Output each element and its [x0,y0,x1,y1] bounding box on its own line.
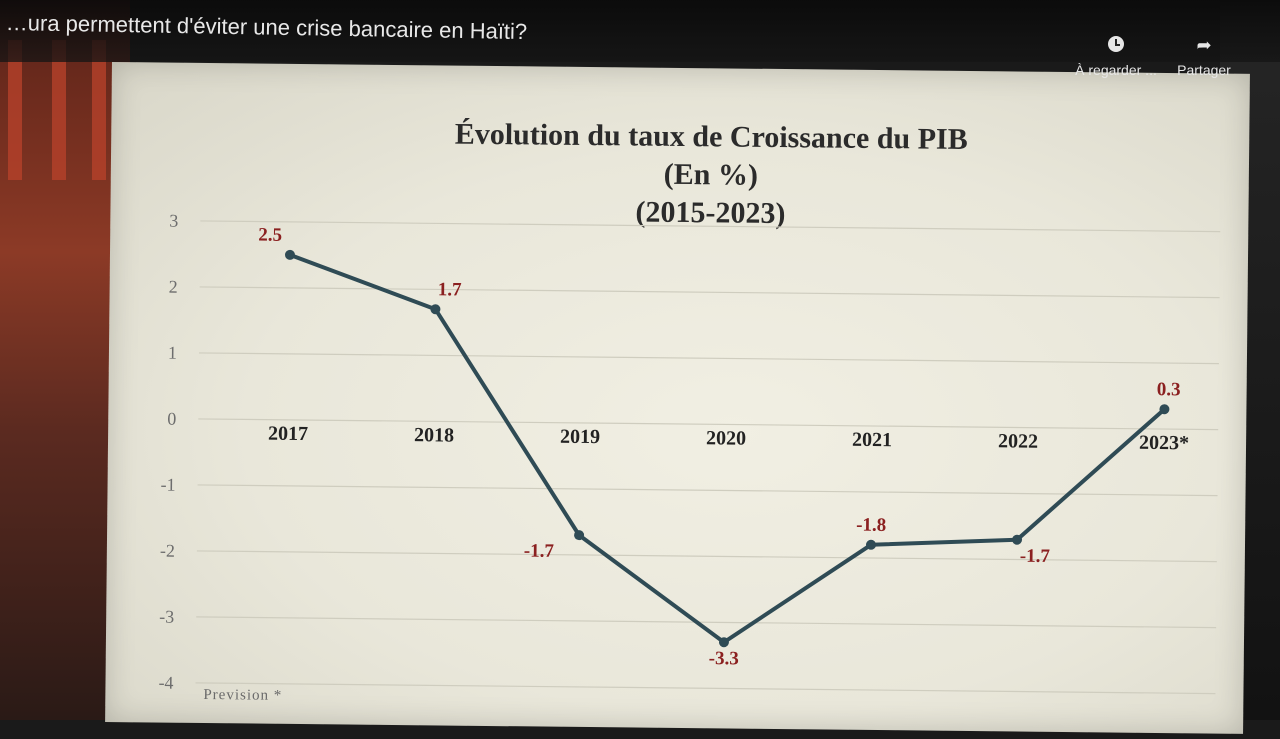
grid-line [199,286,1220,299]
y-tick-label: -4 [158,673,173,693]
share-icon: ➦ [1196,35,1212,55]
data-label: -1.7 [1020,546,1051,567]
video-top-bar: …ura permettent d'éviter une crise banca… [0,0,1280,78]
chart-title-line: (En %) [664,158,759,192]
x-tick-label: 2017 [268,423,308,445]
x-tick-label: 2021 [852,429,892,451]
data-label: -1.7 [524,541,555,562]
y-tick-label: -1 [160,475,175,495]
data-point [430,304,441,315]
data-labels: 2.5 1.7 -1.7 -3.3 -1.8 -1.7 0.3 [258,225,1181,670]
y-tick-label: 2 [169,277,178,297]
slide-screen: Évolution du taux de Croissance du PIB (E… [105,62,1250,734]
watch-later-label: À regarder ... [1075,62,1157,78]
share-label: Partager [1177,62,1231,78]
x-axis-ticks: 2017 2018 2019 2020 2021 2022 2023* [268,423,1189,455]
grid-line [198,418,1219,431]
x-tick-label: 2020 [706,427,746,449]
watch-later-button[interactable]: À regarder ... [1070,36,1162,78]
clock-icon [1108,36,1124,52]
x-tick-label: 2019 [560,426,600,448]
data-label: 2.5 [258,225,282,246]
data-point [574,530,585,541]
chart-title-line: (2015-2023) [635,195,785,230]
chart-grid [195,220,1221,695]
grid-line [196,616,1217,629]
x-tick-label: 2018 [414,424,454,446]
x-tick-label: 2022 [998,430,1038,452]
grid-line [196,550,1217,563]
y-tick-label: -2 [160,541,175,561]
grid-line [200,220,1221,233]
grid-line [197,484,1218,497]
x-tick-label: 2023* [1139,432,1189,455]
data-point [1012,534,1023,545]
growth-chart: Évolution du taux de Croissance du PIB(E… [158,118,1221,704]
y-axis-ticks: 3 2 1 0 -1 -2 -3 -4 [158,211,178,693]
data-point [865,539,876,550]
grid-line [198,352,1219,365]
data-label: 1.7 [438,279,462,300]
share-button[interactable]: ➦ Partager [1172,36,1236,78]
background-stripe [52,40,66,180]
data-point [284,249,295,260]
forecast-note: Prevision * [203,687,282,704]
data-label: 0.3 [1157,379,1181,400]
data-point [718,637,729,648]
data-label: -1.8 [856,515,886,536]
chart-title-line: Évolution du taux de Croissance du PIB [455,118,968,156]
grid-line [195,682,1216,695]
y-tick-label: 1 [168,343,177,363]
video-title[interactable]: …ura permettent d'éviter une crise banca… [5,10,528,45]
y-tick-label: 3 [169,211,178,231]
background-stripe [8,40,22,180]
line-series [284,249,1170,648]
chart-title: Évolution du taux de Croissance du PIB(E… [455,118,968,230]
data-point [1159,404,1170,415]
y-tick-label: -3 [159,607,174,627]
data-label: -3.3 [709,648,739,669]
y-tick-label: 0 [167,409,176,429]
background-stripe [92,40,106,180]
